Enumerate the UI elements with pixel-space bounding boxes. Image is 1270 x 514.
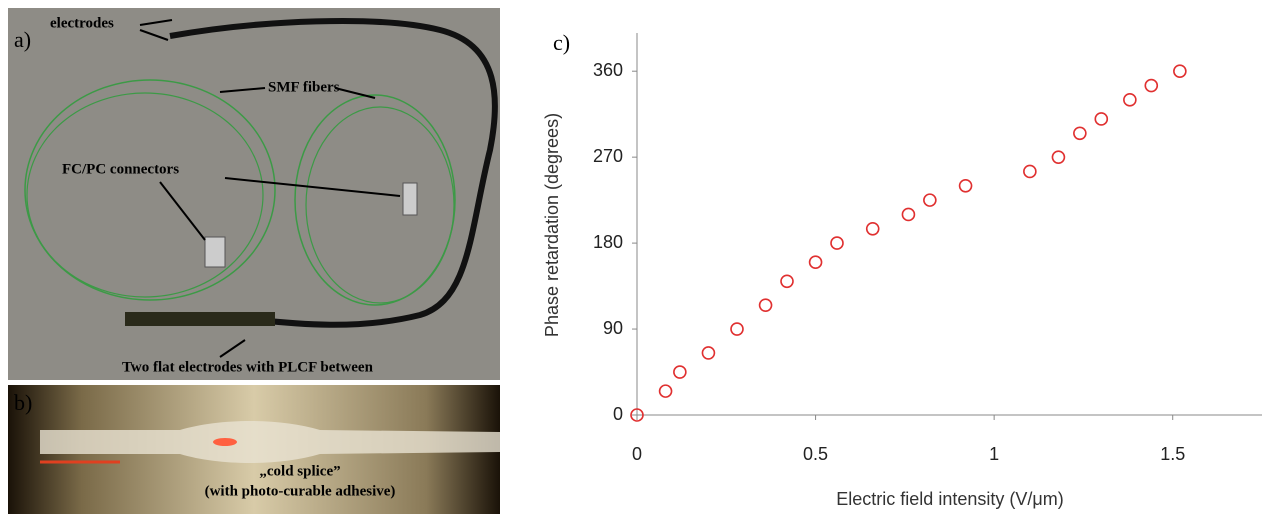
data-point [1094, 112, 1109, 126]
y-tick-label: 360 [593, 60, 623, 80]
fiber-loop [26, 92, 264, 298]
x-tick-label: 0.5 [803, 444, 828, 464]
x-tick-label: 1 [989, 444, 999, 464]
y-tick-label: 270 [593, 146, 623, 166]
x-axis-title: Electric field intensity (V/μm) [836, 489, 1063, 509]
y-tick-label: 90 [603, 318, 623, 338]
data-point [780, 274, 794, 289]
connector [204, 236, 226, 268]
data-point [1144, 78, 1159, 93]
data-point [758, 298, 773, 312]
fiber-loop [305, 106, 455, 304]
photo-a: a) electrodes SMF fibers FC/PC connector… [8, 8, 500, 380]
data-point [673, 365, 687, 379]
x-tick-label: 1.5 [1160, 444, 1185, 464]
y-axis-title: Phase retardation (degrees) [542, 113, 562, 337]
data-point [658, 384, 673, 398]
data-point [1173, 64, 1187, 78]
data-point [901, 207, 916, 222]
photo-label: „cold splice” [259, 463, 340, 479]
y-tick-label: 0 [613, 404, 623, 424]
data-point [701, 346, 716, 360]
fiber [40, 421, 500, 463]
photo-label: Two flat electrodes with PLCF between [122, 359, 374, 375]
photo-label: FC/PC connectors [62, 161, 179, 177]
flat-electrodes [125, 312, 275, 326]
y-tick-label: 180 [593, 232, 623, 252]
fiber-loop [294, 94, 456, 306]
splice-glow [213, 438, 237, 446]
arrows [139, 19, 401, 358]
photo-label: SMF fibers [268, 79, 340, 95]
panel-label: c) [553, 30, 570, 55]
data-point [630, 408, 644, 422]
electrode-cable [169, 18, 498, 328]
data-point [808, 255, 823, 270]
data-point [958, 179, 973, 193]
data-point [730, 322, 744, 336]
photo-label: (with photo-curable adhesive) [205, 483, 396, 499]
chart: c) Electric field intensity (V/μm) Phase… [542, 30, 1262, 509]
photo-b: b) „cold splice” (with photo-curable adh… [8, 385, 500, 514]
data-point [830, 236, 844, 250]
data-point [1051, 150, 1066, 164]
connector [402, 182, 418, 216]
fiber-loop [24, 79, 276, 301]
data-point [923, 193, 937, 207]
data-point [865, 221, 880, 236]
photo-label: electrodes [50, 15, 114, 31]
data-point [1123, 93, 1137, 107]
data-point [1073, 126, 1087, 141]
x-tick-label: 0 [632, 444, 642, 464]
data-point [1023, 164, 1037, 179]
panel-label: a) [14, 27, 31, 52]
panel-label: b) [14, 390, 32, 415]
